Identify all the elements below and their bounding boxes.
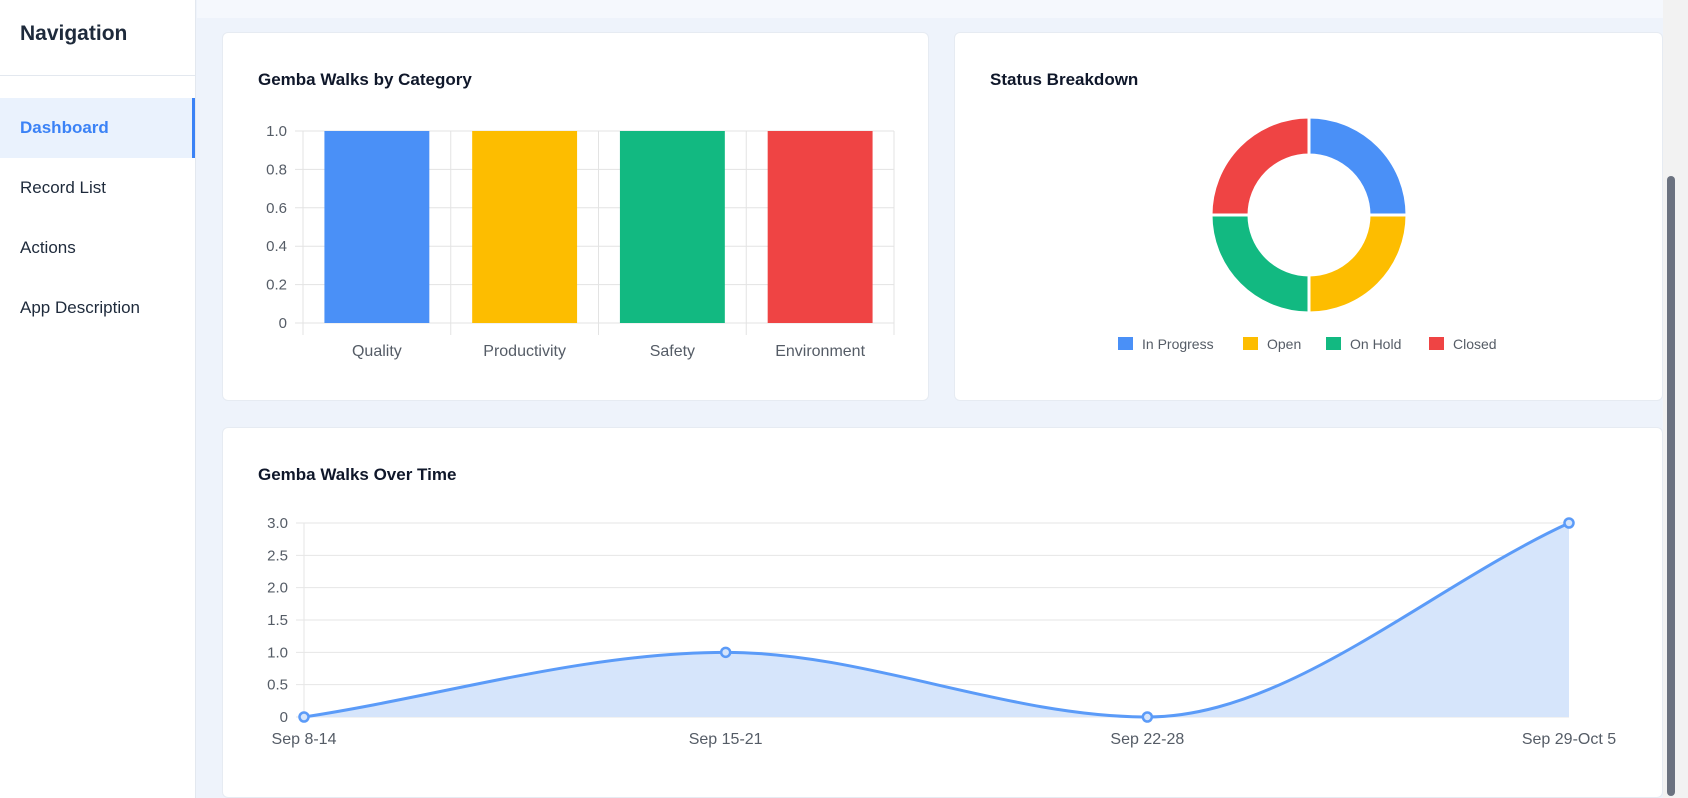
nav-item-record-list[interactable]: Record List <box>20 178 106 197</box>
y-tick-label: 0.8 <box>266 161 287 178</box>
y-tick-label: 0.5 <box>267 677 288 694</box>
y-tick-label: 0 <box>280 709 288 726</box>
y-tick-label: 1.5 <box>267 612 288 629</box>
y-tick-label: 0.4 <box>266 238 287 255</box>
y-tick-label: 0 <box>279 315 287 332</box>
status-chart-card: Status Breakdown In Progress Open On Hold C… <box>954 32 1663 401</box>
y-tick-label: 0.2 <box>266 277 287 294</box>
donut-slice-on-hold <box>1209 213 1311 315</box>
nav-item-app-description[interactable]: App Description <box>20 298 141 317</box>
x-tick-label: Productivity <box>483 343 566 360</box>
category-bar-chart: 0 0.2 0.4 0.6 0.8 1.0 Quality Productivity Safet… <box>266 123 895 360</box>
area-fill <box>304 523 1569 717</box>
donut-slice-in-progress <box>1307 115 1409 217</box>
y-tick-label: 3.0 <box>267 515 288 532</box>
data-point <box>298 711 310 723</box>
legend-swatch <box>1326 337 1341 350</box>
category-chart-card: Gemba Walks by Category 0 0.2 0.4 0.6 0.8 1.0… <box>222 32 929 401</box>
x-tick-label: Sep 29-Oct 5 <box>1522 731 1616 748</box>
nav-list: Dashboard Record List Actions App Descri… <box>0 98 195 338</box>
x-tick-label: Safety <box>650 343 695 360</box>
y-tick-label: 0.6 <box>266 200 287 217</box>
nav-item-dashboard[interactable]: Dashboard <box>0 98 195 158</box>
legend-swatch <box>1118 337 1133 350</box>
x-tick-label: Sep 15-21 <box>689 731 763 748</box>
series-line <box>303 521 1570 719</box>
status-chart-title: Status Breakdown <box>990 70 1139 89</box>
x-tick-label: Quality <box>352 343 402 360</box>
legend-swatch <box>1243 337 1258 350</box>
scrollbar-thumb[interactable] <box>1667 176 1675 796</box>
bar-quality <box>324 131 430 323</box>
bar-environment <box>767 131 873 323</box>
data-point <box>1141 711 1154 723</box>
sidebar-title: Navigation <box>0 0 195 76</box>
sidebar: Navigation Dashboard Record List Actions… <box>0 0 196 798</box>
donut-slice-open <box>1307 213 1409 315</box>
legend-swatch <box>1429 337 1444 350</box>
time-chart-title: Gemba Walks Over Time <box>258 465 457 484</box>
category-chart-title: Gemba Walks by Category <box>258 70 472 89</box>
y-tick-label: 2.0 <box>267 580 288 597</box>
legend-label: In Progress <box>1142 336 1214 352</box>
x-tick-label: Environment <box>775 343 865 360</box>
legend-label: Open <box>1267 336 1301 352</box>
donut-slice-closed <box>1209 115 1311 217</box>
y-tick-label: 2.5 <box>267 547 288 564</box>
time-area-chart: 0 0.5 1.0 1.5 2.0 2.5 3.0 Sep 8-14 Sep 15-21 Sep … <box>267 515 1616 748</box>
legend-label: Closed <box>1453 336 1497 352</box>
x-tick-label: Sep 8-14 <box>272 731 337 748</box>
top-strip <box>197 0 1667 18</box>
bar-safety <box>619 131 725 323</box>
y-tick-label: 1.0 <box>267 644 288 661</box>
data-point <box>719 646 732 659</box>
x-tick-label: Sep 22-28 <box>1110 731 1184 748</box>
nav-item-actions[interactable]: Actions <box>20 238 76 257</box>
time-chart-card: Gemba Walks Over Time 0 0.5 1.0 1.5 2.0 2.5 3.… <box>222 427 1663 798</box>
bar-productivity <box>472 131 578 323</box>
data-point <box>1563 517 1575 529</box>
y-tick-label: 1.0 <box>266 123 287 140</box>
status-donut-chart: In Progress Open On Hold Closed <box>1118 115 1497 352</box>
legend-label: On Hold <box>1350 336 1401 352</box>
